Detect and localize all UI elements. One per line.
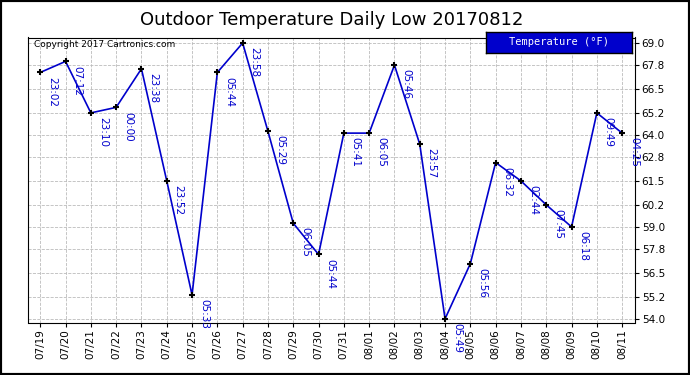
Text: 23:02: 23:02 [47,76,57,106]
Text: 23:52: 23:52 [174,185,184,215]
Text: 06:05: 06:05 [376,137,386,167]
Text: 06:32: 06:32 [502,167,513,197]
Text: 05:49: 05:49 [452,323,462,353]
Text: 23:38: 23:38 [148,73,159,103]
Text: 06:18: 06:18 [578,231,589,261]
Text: 02:44: 02:44 [528,185,538,215]
Text: 05:29: 05:29 [275,135,285,165]
Text: 23:57: 23:57 [426,148,437,178]
Text: 05:56: 05:56 [477,268,487,298]
Text: 07:12: 07:12 [72,66,83,96]
Text: 05:46: 05:46 [402,69,411,99]
Text: 23:58: 23:58 [250,47,259,77]
Text: 05:44: 05:44 [326,259,335,289]
Text: 07:45: 07:45 [553,209,563,239]
Text: 05:44: 05:44 [224,76,235,106]
Text: 09:49: 09:49 [604,117,614,147]
Text: 05:41: 05:41 [351,137,361,167]
Text: 05:33: 05:33 [199,299,209,329]
Text: 04:25: 04:25 [629,137,639,167]
Text: 06:05: 06:05 [300,227,310,257]
Text: 23:10: 23:10 [98,117,108,147]
Title: Outdoor Temperature Daily Low 20170812: Outdoor Temperature Daily Low 20170812 [139,11,523,29]
Text: Copyright 2017 Cartronics.com: Copyright 2017 Cartronics.com [34,40,175,50]
Text: 00:00: 00:00 [123,111,133,141]
